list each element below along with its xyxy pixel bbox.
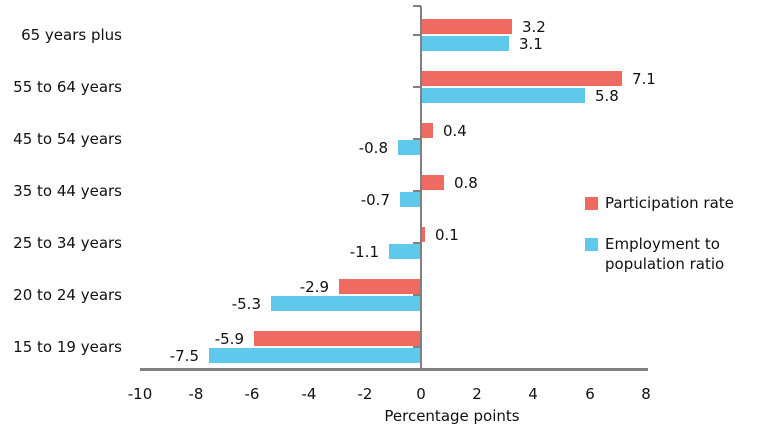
category-label: 65 years plus — [21, 26, 122, 44]
y-axis-line — [420, 6, 422, 370]
category-label: 20 to 24 years — [13, 286, 122, 304]
category-tick — [413, 346, 421, 348]
employment-ratio-swatch-icon — [585, 238, 598, 251]
category-tick — [413, 294, 421, 296]
category-label: 35 to 44 years — [13, 182, 122, 200]
bar-participation-rate — [339, 279, 420, 294]
x-tick-label: -2 — [357, 385, 373, 403]
category-tick — [413, 138, 421, 140]
bar-participation-rate — [422, 123, 433, 138]
legend-item-participation-rate: Participation rate — [585, 193, 755, 213]
bar-value-label: -1.1 — [349, 242, 379, 261]
legend-item-employment-ratio: Employment to population ratio — [585, 234, 755, 274]
x-tick-label: 4 — [528, 385, 538, 403]
bar-participation-rate — [422, 175, 444, 190]
x-tick-label: 6 — [585, 385, 595, 403]
legend: Participation rate Employment to populat… — [585, 193, 755, 274]
bar-value-label: -0.7 — [360, 190, 390, 209]
x-axis-line — [140, 368, 648, 371]
x-tick-label: -8 — [188, 385, 204, 403]
bar-value-label: 0.1 — [435, 225, 459, 244]
legend-label-participation-rate: Participation rate — [605, 194, 734, 212]
bar-employment-ratio — [398, 140, 420, 155]
y-axis-end-tick — [413, 5, 421, 7]
bar-participation-rate — [422, 19, 512, 34]
category-label: 15 to 19 years — [13, 338, 122, 356]
bar-value-label: -7.5 — [169, 346, 199, 365]
category-tick — [413, 86, 421, 88]
bar-value-label: -0.8 — [358, 138, 388, 157]
category-label: 45 to 54 years — [13, 130, 122, 148]
bar-value-label: 0.8 — [454, 173, 478, 192]
category-tick — [413, 190, 421, 192]
category-tick — [413, 34, 421, 36]
bar-participation-rate — [254, 331, 420, 346]
bar-value-label: -5.3 — [231, 294, 261, 313]
x-tick-label: -4 — [301, 385, 317, 403]
bar-employment-ratio — [389, 244, 420, 259]
x-tick-label: -10 — [127, 385, 153, 403]
bar-value-label: -2.9 — [299, 277, 329, 296]
bar-value-label: -5.9 — [214, 329, 244, 348]
bar-value-label: 7.1 — [632, 69, 656, 88]
category-label: 25 to 34 years — [13, 234, 122, 252]
bar-participation-rate — [422, 71, 622, 86]
bar-value-label: 3.2 — [522, 17, 546, 36]
bar-employment-ratio — [422, 88, 585, 103]
bar-employment-ratio — [422, 36, 509, 51]
category-label: 55 to 64 years — [13, 78, 122, 96]
x-axis-title: Percentage points — [384, 407, 520, 425]
bar-participation-rate — [422, 227, 425, 242]
bar-value-label: 3.1 — [519, 34, 543, 53]
bar-employment-ratio — [271, 296, 420, 311]
participation-rate-swatch-icon — [585, 197, 598, 210]
x-tick-label: -6 — [244, 385, 260, 403]
x-tick-label: 2 — [472, 385, 482, 403]
bar-value-label: 0.4 — [443, 121, 467, 140]
x-tick-label: 0 — [416, 385, 426, 403]
bar-value-label: 5.8 — [595, 86, 619, 105]
legend-label-employment-ratio: Employment to population ratio — [605, 235, 725, 273]
bar-employment-ratio — [400, 192, 420, 207]
bar-employment-ratio — [209, 348, 420, 363]
category-tick — [413, 242, 421, 244]
x-tick-label: 8 — [641, 385, 651, 403]
